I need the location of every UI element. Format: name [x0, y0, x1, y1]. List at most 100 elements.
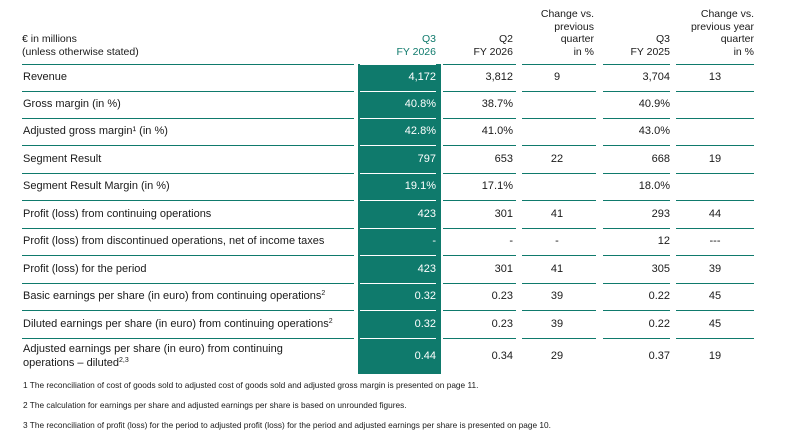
row-label-text: Gross margin (in %)	[23, 98, 121, 110]
row-divider	[522, 64, 596, 65]
row-label: Adjusted gross margin¹ (in %)	[23, 125, 168, 138]
q3-fy2026-value: 0.32	[414, 290, 436, 302]
header-q3-fy2026-line1: Q3	[421, 33, 436, 45]
row-divider	[676, 310, 754, 311]
unit-note-line1: € in millions	[22, 33, 77, 45]
row-divider	[22, 255, 354, 256]
change-vs-previous-quarter-value: 41	[550, 263, 564, 275]
q3-fy2026-value: 797	[417, 153, 436, 165]
q2-fy2026-value: 17.1%	[481, 180, 513, 192]
row-divider	[676, 283, 754, 284]
row-divider	[603, 64, 670, 65]
row-divider	[522, 310, 596, 311]
q3-fy2025-value: 0.22	[648, 290, 670, 302]
row-divider	[443, 173, 516, 174]
row-divider	[360, 173, 436, 174]
row-divider	[360, 145, 436, 146]
row-divider	[603, 173, 670, 174]
row-label-text: Segment Result	[23, 153, 102, 165]
row-label: Profit (loss) for the period	[23, 263, 147, 276]
table-row: Segment Result Margin (in %) 19.1% 17.1% 18…	[0, 173, 799, 200]
q2-fy2026-value: -	[509, 235, 513, 247]
row-divider	[443, 338, 516, 339]
row-label: Basic earnings per share (in euro) from …	[23, 290, 325, 303]
row-divider	[360, 200, 436, 201]
q3-fy2026-value: 19.1%	[404, 180, 436, 192]
q3-fy2025-value: 18.0%	[638, 180, 670, 192]
row-divider	[22, 228, 354, 229]
footnote-marker: 2	[321, 290, 326, 297]
row-divider	[603, 338, 670, 339]
q2-fy2026-value: 3,812	[485, 71, 513, 83]
q3-fy2025-value: 668	[651, 153, 670, 165]
q3-fy2025-value: 305	[651, 263, 670, 275]
header-chq-line3: quarter	[560, 33, 594, 45]
row-label-text: Segment Result Margin (in %)	[23, 180, 170, 192]
row-divider	[522, 255, 596, 256]
row-divider	[22, 173, 354, 174]
row-divider	[22, 118, 354, 119]
change-vs-previous-year-value: 19	[708, 153, 722, 165]
q2-fy2026-value: 0.34	[491, 350, 513, 362]
row-divider	[676, 64, 754, 65]
row-label-text: operations – diluted	[23, 357, 120, 369]
table-row: Segment Result 797 653 22 668 19	[0, 146, 799, 173]
row-divider	[22, 145, 354, 146]
q3-fy2026-value: 4,172	[408, 71, 436, 83]
table-row: Adjusted earnings per share (in euro) fr…	[0, 339, 799, 373]
change-vs-previous-quarter-value: 22	[550, 153, 564, 165]
footnote-1: 1 The reconciliation of cost of goods so…	[23, 380, 479, 390]
q3-fy2025-value: 12	[657, 235, 670, 247]
row-divider	[522, 173, 596, 174]
footnote-2: 2 The calculation for earnings per share…	[23, 400, 407, 410]
change-vs-previous-year-value: 13	[708, 71, 722, 83]
q3-fy2026-value: 0.32	[414, 318, 436, 330]
header-q3-fy2026: Q3 FY 2026	[360, 33, 436, 58]
q2-fy2026-value: 38.7%	[481, 98, 513, 110]
row-divider	[676, 145, 754, 146]
change-vs-previous-quarter-value: -	[555, 235, 559, 247]
row-label: Diluted earnings per share (in euro) fro…	[23, 318, 333, 331]
row-divider	[603, 310, 670, 311]
row-divider	[443, 283, 516, 284]
row-divider	[522, 283, 596, 284]
row-label-text: Adjusted earnings per share (in euro) fr…	[23, 343, 283, 355]
unit-note-line2: (unless otherwise stated)	[22, 46, 139, 58]
row-divider	[603, 118, 670, 119]
row-divider	[22, 310, 354, 311]
row-divider	[360, 255, 436, 256]
table-row: Profit (loss) for the period 423 301 41 305 3…	[0, 256, 799, 283]
table-row: Adjusted gross margin¹ (in %) 42.8% 41.0% 4…	[0, 118, 799, 145]
header-chq-line4: in %	[573, 45, 594, 58]
row-divider	[22, 200, 354, 201]
row-label-text: Profit (loss) from discontinued operatio…	[23, 235, 325, 247]
row-divider	[360, 310, 436, 311]
row-label: Profit (loss) from discontinued operatio…	[23, 235, 324, 248]
q3-fy2025-value: 0.22	[648, 318, 670, 330]
q2-fy2026-value: 0.23	[491, 318, 513, 330]
row-divider	[443, 145, 516, 146]
q3-fy2026-value: 423	[417, 208, 436, 220]
q3-fy2025-value: 293	[651, 208, 670, 220]
row-divider	[443, 200, 516, 201]
q3-fy2025-value: 3,704	[642, 71, 670, 83]
change-vs-previous-quarter-value: 39	[550, 318, 564, 330]
row-divider	[22, 338, 354, 339]
row-divider	[22, 91, 354, 92]
table-row: Diluted earnings per share (in euro) fro…	[0, 311, 799, 338]
row-divider	[443, 118, 516, 119]
header-q2-fy2026: Q2 FY 2026	[445, 33, 513, 58]
unit-note: € in millions (unless otherwise stated)	[22, 33, 139, 59]
q3-fy2026-value: 40.8%	[404, 98, 436, 110]
table-row: Gross margin (in %) 40.8% 38.7% 40.9%	[0, 91, 799, 118]
q3-fy2025-value: 43.0%	[638, 125, 670, 137]
row-divider	[603, 255, 670, 256]
change-vs-previous-quarter-value: 9	[553, 71, 561, 83]
row-divider	[522, 145, 596, 146]
q3-fy2025-value: 0.37	[648, 350, 670, 362]
q2-fy2026-value: 0.23	[491, 290, 513, 302]
row-label-text: Profit (loss) from continuing operations	[23, 208, 212, 220]
row-divider	[522, 228, 596, 229]
q2-fy2026-value: 301	[494, 208, 513, 220]
row-label: Segment Result	[23, 153, 101, 166]
